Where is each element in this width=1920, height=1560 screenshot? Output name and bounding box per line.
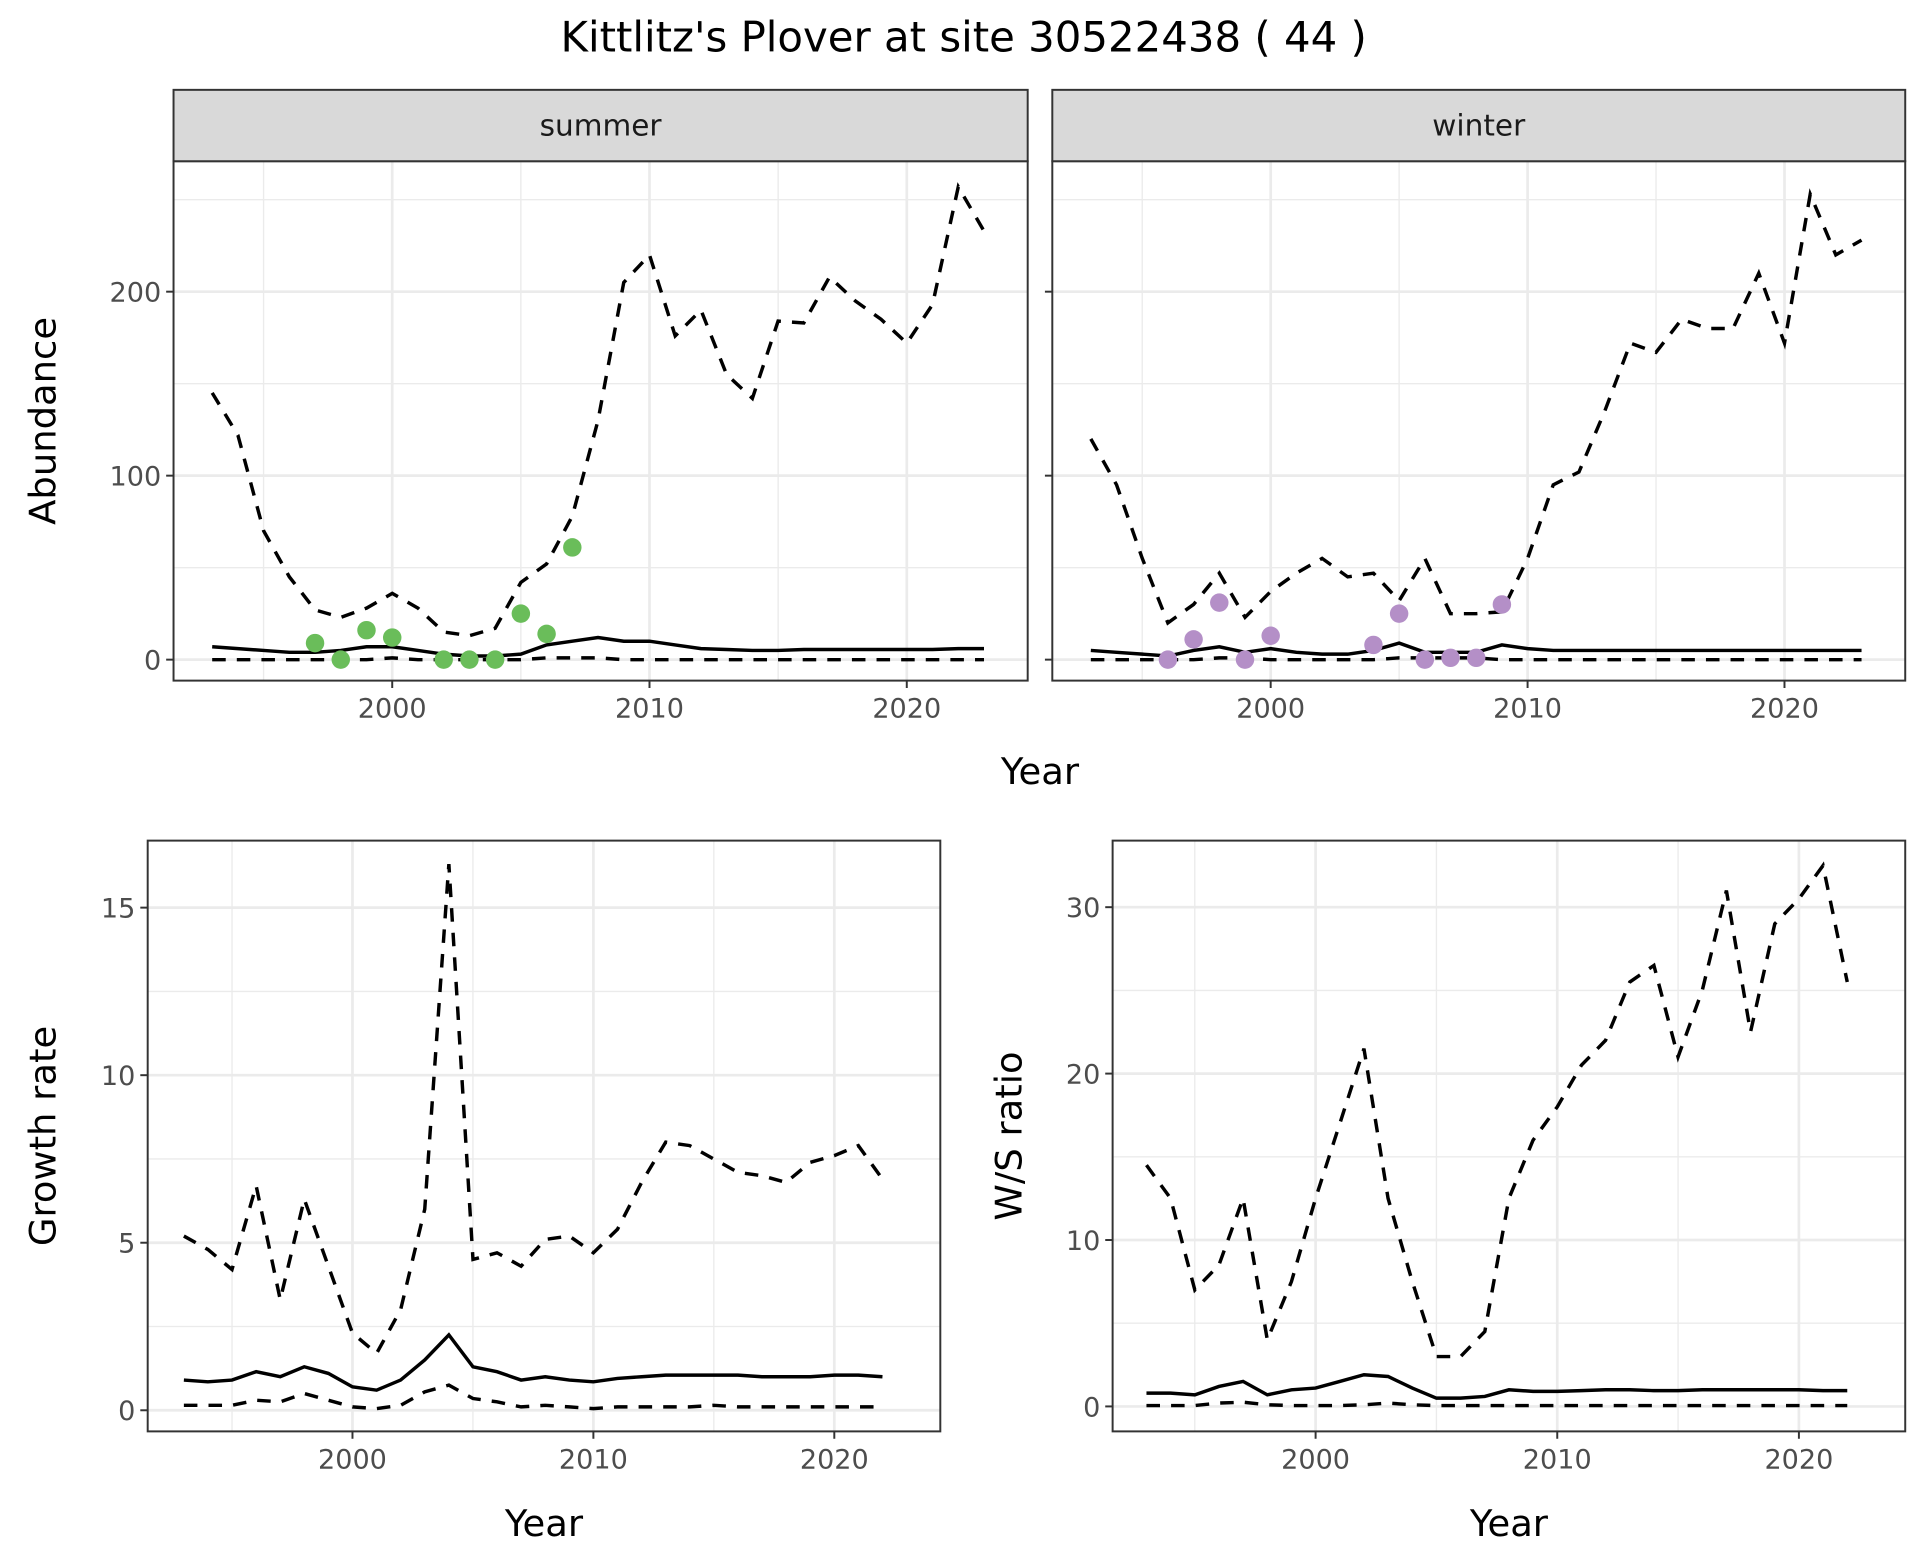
x-tick-label: 2010 <box>1523 1444 1592 1475</box>
facet-label: winter <box>1432 108 1526 142</box>
upper-bound-line <box>210 182 986 638</box>
observed-count-point <box>382 628 402 647</box>
mean-line <box>183 1332 883 1392</box>
y-tick-label: 15 <box>101 893 135 924</box>
x-tick-label: 2020 <box>1764 1444 1833 1475</box>
panel-winter: winter 2000 2010 2020 Year <box>1000 88 1907 793</box>
observed-count-point <box>1415 650 1435 669</box>
mean-line <box>1146 1373 1848 1400</box>
observed-count-point <box>1184 630 1203 649</box>
y-tick-label: 5 <box>118 1229 135 1260</box>
observed-count-point <box>331 650 350 669</box>
observed-count-point <box>511 604 531 623</box>
observed-count-point <box>305 633 325 653</box>
y-tick-label: 30 <box>1066 893 1100 924</box>
y-tick-label: 20 <box>1066 1059 1100 1090</box>
lower-bound-line <box>1090 656 1862 662</box>
observed-count-point <box>434 650 453 669</box>
observed-count-point <box>1261 626 1280 645</box>
y-tick-label: 0 <box>1083 1392 1100 1423</box>
chart-title: Kittlitz's Plover at site 30522438 ( 44 … <box>561 13 1367 62</box>
upper-bound-line <box>1145 861 1849 1359</box>
x-tick-label: 2000 <box>358 694 427 725</box>
y-axis-title: Abundance <box>21 317 64 525</box>
facet-label: summer <box>540 108 663 142</box>
x-tick-label: 2010 <box>615 694 684 725</box>
x-axis-title: Year <box>504 1502 584 1545</box>
x-tick-label: 2010 <box>559 1444 628 1475</box>
observed-count-point <box>1389 604 1409 623</box>
upper-bound-line <box>183 864 884 1357</box>
observed-count-point <box>1492 595 1512 614</box>
y-tick-label: 10 <box>101 1061 135 1092</box>
facet-strip <box>1051 88 1907 163</box>
x-axis-title: Year <box>1000 750 1080 793</box>
x-tick-label: 2020 <box>800 1444 869 1475</box>
observed-count-point <box>1210 593 1229 612</box>
x-axis-title: Year <box>1469 1502 1549 1545</box>
observed-count-point <box>1364 635 1383 655</box>
panel-growth: 0 5 10 15 2000 2010 2020 Growth rate Year <box>21 839 942 1545</box>
lower-bound-line <box>1146 1400 1848 1408</box>
observed-count-point <box>563 538 582 557</box>
panel-summer: summer 0 100 200 2000 2010 2020 Abundance <box>21 88 1029 725</box>
x-tick-label: 2010 <box>1493 694 1562 725</box>
observed-count-point <box>357 620 376 640</box>
y-axis-title: W/S ratio <box>988 1051 1031 1220</box>
panel-border <box>1111 839 1907 1433</box>
y-tick-label: 0 <box>144 645 161 676</box>
x-tick-label: 2000 <box>1281 1444 1350 1475</box>
y-tick-label: 100 <box>110 462 162 493</box>
observed-count-point <box>1158 650 1178 669</box>
panel-border <box>146 839 942 1433</box>
y-axis-title: Growth rate <box>21 1026 64 1246</box>
observed-count-point <box>485 650 505 669</box>
y-tick-label: 200 <box>110 278 162 309</box>
x-tick-label: 2000 <box>318 1444 387 1475</box>
x-tick-label: 2020 <box>872 694 941 725</box>
panel-ratio: 0 10 20 30 2000 2010 2020 W/S ratio Year <box>988 839 1907 1545</box>
y-tick-label: 10 <box>1066 1226 1100 1257</box>
x-tick-label: 2020 <box>1750 694 1819 725</box>
observed-count-point <box>1466 648 1486 668</box>
observed-count-point <box>1235 650 1255 669</box>
upper-bound-line <box>1089 188 1863 626</box>
observed-count-point <box>460 650 479 669</box>
x-tick-label: 2000 <box>1236 694 1305 725</box>
lower-bound-line <box>183 1383 883 1411</box>
facet-strip <box>172 88 1029 163</box>
observed-count-point <box>1441 648 1460 668</box>
observed-count-point <box>537 624 556 644</box>
y-tick-label: 0 <box>118 1396 135 1427</box>
